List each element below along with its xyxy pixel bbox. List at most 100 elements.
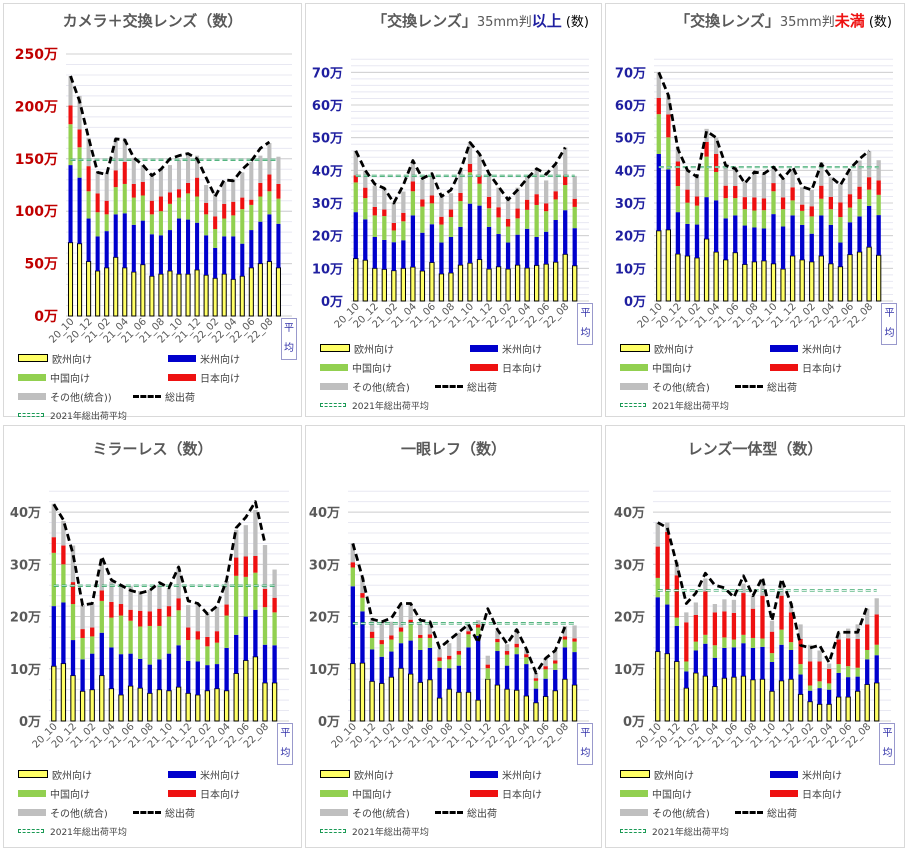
bar-segment-america [771, 214, 776, 264]
bar-segment-japan [836, 639, 841, 665]
bar-segment-china [158, 211, 163, 236]
bar-segment-china [524, 657, 529, 665]
bar-segment-china [408, 623, 413, 641]
bar-segment-other [363, 171, 368, 188]
bar-segment-china [253, 572, 258, 610]
bar-segment-other [876, 160, 881, 181]
bar-segment-america [205, 665, 210, 691]
bar-segment-europe [127, 685, 134, 722]
bar-segment-america [760, 646, 765, 680]
legend-label: 米州向け [802, 344, 842, 356]
bar-segment-europe [713, 251, 719, 302]
y-tick-label: 40万 [312, 164, 343, 179]
bar-segment-america [865, 659, 870, 685]
y-tick-label: 30万 [10, 558, 41, 573]
bar-segment-japan [448, 209, 454, 218]
bar-segment-china [704, 156, 709, 198]
bar-segment-america [475, 635, 481, 701]
bar-segment-europe [799, 259, 805, 302]
bar-segment-japan [874, 614, 879, 645]
legend-total: 総出荷 [435, 380, 497, 394]
legend-swatch [770, 770, 798, 778]
bar-segment-europe [350, 663, 356, 722]
bar-segment-china [685, 202, 690, 224]
bar-segment-europe [353, 258, 359, 302]
bar-segment-other [276, 156, 281, 184]
bar-segment-america [665, 604, 670, 654]
bar-segment-other [418, 624, 423, 635]
bar-segment-america [408, 640, 413, 674]
bar-segment-europe [131, 271, 137, 317]
bar-segment-japan [158, 196, 163, 212]
legend-swatch [620, 403, 646, 407]
bar-segment-china [186, 193, 191, 220]
bar-segment-other [675, 146, 681, 162]
bar-segment-china [350, 567, 355, 587]
chart-panel-compact: レンズ一体型（数） 0万 10万 20万 30万 40万 20_10 20_12 21_02 21… [605, 425, 905, 848]
bar-segment-china [713, 171, 719, 201]
bar-segment-other [817, 650, 822, 662]
bar-segment-china [771, 191, 776, 215]
average-category-label: 平均 [577, 723, 594, 765]
legend-label: 欧州向け [654, 770, 694, 782]
bar-segment-europe [504, 688, 510, 722]
bar-segment-japan [674, 575, 679, 618]
bar-segment-china [779, 629, 784, 645]
bar-segment-china [563, 185, 568, 211]
bar-segment-china [495, 642, 500, 652]
bar-segment-japan [733, 186, 738, 199]
legend-label: その他(統合)) [50, 392, 112, 404]
bar-segment-america [109, 647, 114, 689]
bar-segment-japan [176, 189, 182, 198]
bar-segment-japan [694, 196, 700, 206]
bar-segment-america [447, 668, 452, 690]
bar-segment-other [429, 175, 435, 196]
bar-segment-america [655, 597, 660, 652]
bar-segment-japan [458, 192, 463, 202]
bar-segment-europe [732, 252, 738, 302]
bar-segment-china [544, 211, 549, 232]
legend-label: 2021年総出荷平均 [352, 827, 429, 838]
bar-segment-america [363, 219, 368, 261]
bar-segment-other [258, 155, 263, 183]
chart-legend: 欧州向け 米州向け 中国向け 日本向け その他(統合) 総出荷 2021年総出荷平均 [18, 768, 288, 838]
bar-segment-other [496, 187, 501, 208]
legend-china: 中国向け [18, 371, 90, 385]
bar-segment-america [817, 688, 822, 705]
bar-segment-china [389, 639, 394, 652]
bar-segment-other [741, 583, 746, 594]
legend-label: 欧州向け [52, 770, 92, 782]
bar-segment-america [131, 224, 136, 272]
bar-segment-japan [90, 627, 95, 637]
bar-segment-other [533, 672, 539, 679]
bar-segment-other [505, 199, 511, 220]
bar-segment-america [222, 236, 227, 275]
chart-svg: 0万10万20万30万40万20_1020_1221_0221_0421_062… [614, 490, 891, 751]
legend-europe: 欧州向け [18, 768, 92, 782]
bar-segment-other [684, 612, 689, 623]
bar-segment-other [798, 624, 803, 640]
chart-svg: 0万10万20万30万40万20_1020_1221_0221_0421_062… [10, 490, 289, 751]
bar-segment-europe [262, 682, 268, 722]
bar-segment-japan [741, 593, 746, 635]
bar-segment-europe [721, 677, 728, 722]
bar-segment-america [572, 652, 577, 685]
legend-total: 総出荷 [735, 806, 797, 820]
legend-label: 2021年総出荷平均 [50, 411, 127, 422]
bar-segment-china [262, 607, 268, 645]
bar-segment-japan [234, 557, 239, 576]
bar-segment-china [504, 654, 510, 666]
bar-segment-europe [427, 679, 433, 722]
bar-segment-japan [410, 181, 416, 192]
bar-segment-japan [113, 170, 118, 188]
bar-segment-europe [448, 272, 454, 302]
y-tick-label: 60万 [615, 99, 646, 114]
legend-total: 総出荷 [133, 390, 195, 404]
bar-segment-america [231, 236, 236, 280]
bar-segment-china [401, 221, 406, 241]
bar-segment-japan [771, 183, 776, 192]
bar-segment-other [224, 581, 229, 605]
bar-segment-other [703, 578, 708, 592]
bar-segment-europe [185, 273, 191, 317]
bar-segment-america [80, 659, 85, 692]
